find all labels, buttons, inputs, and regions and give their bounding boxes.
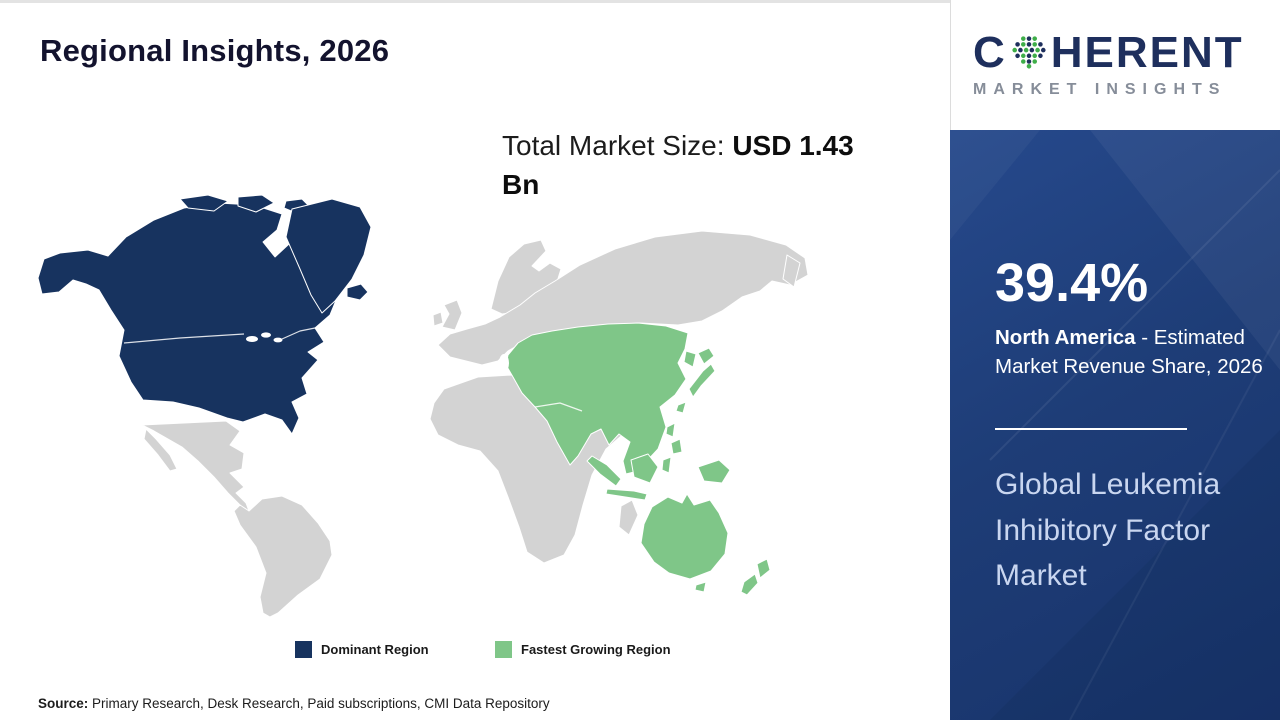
sulawesi [661, 456, 672, 474]
baja-peninsula [143, 428, 178, 472]
market-share-rest: - Estimated Market Revenue Share, 2026 [995, 326, 1263, 378]
company-logo: C HERENT MARKET INSIGHTS [950, 0, 1280, 130]
fastest-region-swatch [495, 641, 512, 658]
sidebar-panel: 39.4% North America - Estimated Market R… [950, 130, 1280, 720]
divider-line [995, 428, 1187, 430]
japan-north [697, 347, 715, 365]
new-zealand-south [740, 573, 759, 596]
japan-main [688, 363, 716, 398]
new-guinea [697, 459, 731, 484]
dominant-region-swatch [295, 641, 312, 658]
us-canada-border [123, 333, 245, 344]
madagascar [618, 499, 639, 536]
main-area: Regional Insights, 2026 Total Market Siz… [0, 0, 950, 711]
arctic-island-1 [179, 194, 229, 212]
source-line: Source: Primary Research, Desk Research,… [38, 696, 550, 711]
united-kingdom [441, 299, 463, 331]
market-share-description: North America - Estimated Market Revenue… [995, 324, 1263, 381]
kamchatka [782, 254, 801, 288]
total-market-size-label: Total Market Size: [502, 130, 733, 161]
great-lake-3 [273, 337, 283, 343]
sumatra [586, 455, 622, 487]
greenland [285, 198, 372, 314]
market-share-region: North America [995, 326, 1136, 349]
tasmania [694, 581, 707, 593]
legend-dominant: Dominant Region [295, 641, 429, 658]
total-market-size-value: USD 1.43 Bn [502, 130, 854, 201]
logo-subtitle: MARKET INSIGHTS [973, 81, 1227, 98]
logo-letter-c: C [973, 28, 1007, 77]
great-lake-1 [246, 336, 258, 342]
world-map [37, 194, 809, 618]
borneo [630, 453, 659, 484]
taiwan [675, 401, 687, 414]
new-zealand-north [756, 558, 771, 579]
australia [640, 493, 729, 580]
market-name: Global Leukemia Inhibitory Factor Market [995, 468, 1221, 593]
korea [683, 350, 697, 368]
source-label: Source: [38, 696, 89, 711]
south-america [233, 495, 333, 618]
philippines-south [670, 438, 683, 455]
sidebar: C HERENT MARKET INSIGHTS [950, 0, 1280, 720]
logo-letters-herent: HERENT [1050, 28, 1244, 77]
java [605, 488, 648, 501]
total-market-size: Total Market Size: USD 1.43 Bn [502, 126, 897, 204]
iceland [346, 283, 369, 301]
philippines-north [665, 422, 676, 438]
logo-wordmark: C HERENT [973, 31, 1280, 75]
map-regions [37, 194, 809, 618]
arctic-island-2 [237, 194, 275, 213]
dominant-region-label: Dominant Region [321, 642, 429, 657]
market-share-value: 39.4% [995, 253, 1149, 313]
legend-fastest: Fastest Growing Region [495, 641, 671, 658]
india-china-border [534, 402, 583, 412]
us-canada-border-east [281, 327, 316, 340]
great-lake-2 [261, 332, 271, 338]
source-text: Primary Research, Desk Research, Paid su… [88, 696, 550, 711]
panel-pattern [950, 130, 1280, 720]
globe-icon [1012, 36, 1046, 69]
mexico-central-america [141, 420, 250, 512]
ireland [432, 311, 444, 327]
caspian-sea [499, 354, 509, 372]
fastest-region-label: Fastest Growing Region [521, 642, 671, 657]
page-title: Regional Insights, 2026 [40, 33, 390, 68]
